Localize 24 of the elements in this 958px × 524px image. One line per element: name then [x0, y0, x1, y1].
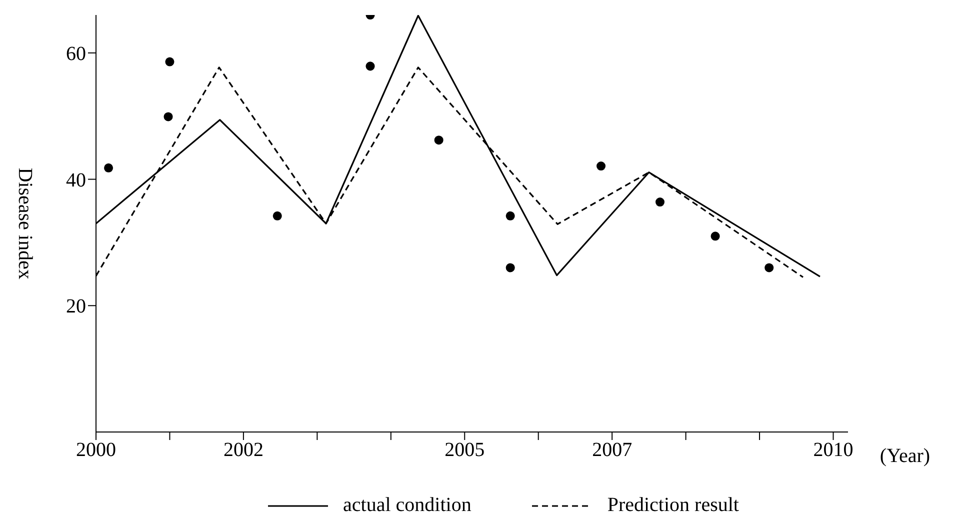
- x-tick-label: 2005: [444, 439, 485, 462]
- y-axis-title: Disease index: [14, 168, 36, 280]
- point: [506, 211, 515, 220]
- legend-label: Prediction result: [607, 494, 739, 517]
- y-tick-label: 40: [66, 169, 86, 192]
- x-tick-label: 2000: [76, 439, 116, 462]
- point: [104, 163, 114, 172]
- y-tick-label: 60: [66, 43, 86, 66]
- point: [164, 112, 173, 122]
- point: [366, 62, 375, 71]
- point: [596, 162, 606, 171]
- point: [710, 232, 720, 241]
- point: [506, 263, 515, 272]
- point: [165, 57, 174, 66]
- point: [272, 211, 282, 220]
- point: [655, 198, 665, 207]
- legend-label: actual condition: [343, 494, 472, 517]
- x-tick-label: 2002: [223, 439, 264, 462]
- point: [434, 136, 444, 145]
- x-axis-title: (Year): [880, 445, 930, 467]
- x-tick-label: 2007: [592, 439, 632, 462]
- y-tick-label: 20: [66, 296, 86, 318]
- x-tick-label: 2010: [813, 439, 854, 462]
- point: [764, 263, 774, 272]
